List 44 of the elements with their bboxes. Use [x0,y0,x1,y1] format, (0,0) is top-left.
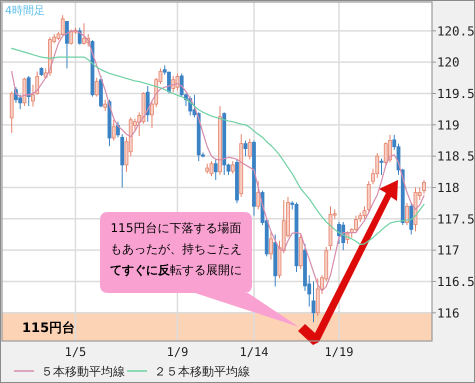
y-tick-label: 120 [437,54,460,70]
candlestick [316,278,320,316]
candlestick [388,134,392,163]
legend-label: ５本移動平均線 [41,364,125,378]
candlestick [375,152,380,179]
candlestick [405,202,409,226]
y-tick-label: 116 [437,305,460,320]
y-tick-label: 120.5 [437,23,475,38]
candlestick [65,20,69,69]
annotation: 115円台に下落する場面もあったが、持ちこたえてすぐに反転する展開に [110,221,242,277]
x-tick-label: 1/5 [64,345,86,359]
candlestick [31,84,35,108]
candlestick [244,140,248,157]
candlestick [167,71,171,94]
y-tick-label: 117 [437,242,460,258]
y-tick-label: 119.5 [437,86,475,101]
candlestick [22,77,26,107]
candlestick [82,22,86,46]
candlestick [248,138,252,160]
x-tick-label: 1/14 [240,345,268,359]
x-tick-label: 1/9 [166,345,188,359]
y-tick-label: 118 [437,180,460,195]
candlestick [60,14,65,36]
candlestick [422,179,426,194]
band-label: 115円台 [22,320,76,336]
y-tick-label: 119 [437,117,460,132]
candlestick [205,163,210,174]
candlestick [380,158,384,176]
legend-label: ２５本移動平均線 [154,364,250,378]
candlestick [384,142,388,166]
candlestick [94,77,99,98]
candlestick [312,280,316,323]
candlestick [354,215,358,232]
y-tick-label: 118.5 [437,148,475,164]
candlestick [230,160,235,174]
candlestick [210,160,214,177]
x-tick-label: 1/19 [324,345,354,359]
y-tick-label: 116.5 [437,274,475,289]
candlestick [112,119,116,141]
candlestick [103,99,108,112]
chart-title: 4時間足 [5,4,45,17]
candlestick [269,230,273,260]
candlestick [176,72,180,91]
y-tick-label: 117.5 [437,211,475,226]
